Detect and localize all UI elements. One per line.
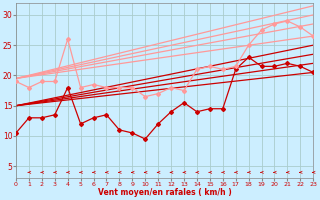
X-axis label: Vent moyen/en rafales ( km/h ): Vent moyen/en rafales ( km/h ) (98, 188, 231, 197)
